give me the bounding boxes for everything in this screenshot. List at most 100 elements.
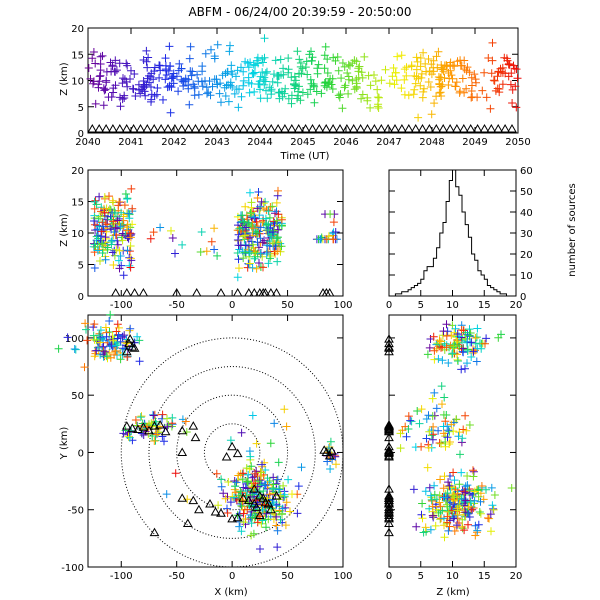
station-marker [417, 123, 428, 133]
source-point [507, 484, 516, 492]
source-point [326, 74, 335, 83]
x-tick-label: 2044 [247, 137, 272, 148]
station-marker [335, 123, 345, 133]
source-point [207, 237, 216, 246]
station-marker [210, 506, 221, 516]
source-point [273, 78, 282, 87]
station-marker [204, 123, 215, 133]
source-point [451, 82, 460, 91]
source-point [463, 347, 472, 355]
source-point [400, 65, 409, 74]
source-point [265, 490, 274, 499]
source-point [91, 196, 100, 205]
source-point [169, 79, 178, 88]
source-point [438, 65, 447, 74]
source-point [446, 438, 454, 446]
source-point [133, 332, 142, 341]
source-point [496, 67, 505, 76]
source-point [143, 74, 152, 83]
source-point [314, 60, 323, 69]
source-point [111, 67, 120, 76]
source-point [63, 333, 72, 342]
source-point [111, 223, 120, 232]
source-point [460, 56, 469, 65]
source-point [391, 68, 400, 77]
station-marker [280, 123, 290, 133]
station-marker [149, 421, 160, 430]
source-point [134, 80, 143, 89]
source-point [490, 76, 499, 85]
station-marker [271, 490, 282, 500]
source-point [421, 487, 430, 496]
source-point [472, 333, 481, 342]
source-point [487, 527, 495, 536]
source-point [221, 494, 230, 503]
source-point [149, 228, 158, 237]
source-point [115, 197, 124, 206]
source-point [123, 195, 132, 203]
source-point [476, 509, 485, 518]
station-marker [252, 123, 263, 133]
source-point [444, 69, 453, 77]
x-tick-label: 2040 [75, 137, 100, 148]
source-point [255, 476, 264, 485]
source-point [429, 422, 438, 431]
source-point [273, 475, 282, 484]
source-point [400, 90, 409, 99]
source-point [262, 509, 271, 518]
source-point [457, 326, 466, 334]
source-point [245, 88, 254, 97]
source-point [274, 186, 282, 195]
source-point [256, 202, 265, 211]
source-point [149, 410, 157, 419]
source-point [98, 249, 107, 257]
station-marker [493, 123, 504, 133]
y-tick-label: 0 [78, 292, 84, 303]
source-point [482, 334, 491, 343]
source-point [442, 343, 451, 352]
source-point [413, 407, 422, 415]
source-point [261, 214, 270, 223]
source-point [247, 462, 256, 471]
source-point [131, 92, 140, 100]
source-point [206, 91, 215, 100]
source-point [256, 85, 264, 94]
source-point [472, 357, 481, 366]
source-point [275, 72, 283, 80]
source-point [100, 208, 109, 217]
source-point [246, 208, 255, 217]
source-point [429, 67, 438, 76]
source-point [248, 411, 257, 420]
x-tick-label: 5 [418, 300, 424, 311]
source-point [71, 345, 80, 354]
source-point [233, 236, 242, 244]
source-point [396, 429, 405, 438]
source-point [481, 339, 489, 348]
source-point [464, 520, 472, 529]
station-marker [328, 123, 338, 133]
source-point [92, 346, 101, 355]
source-point [463, 337, 472, 346]
source-point [273, 233, 282, 242]
station-marker [273, 123, 283, 133]
source-point [147, 83, 155, 91]
source-point [322, 235, 331, 244]
source-point [86, 74, 95, 83]
station-marker [125, 334, 135, 343]
source-point [262, 523, 270, 532]
source-point [444, 478, 453, 487]
source-point [258, 516, 267, 525]
source-point [274, 210, 283, 219]
source-point [271, 209, 279, 218]
source-point [316, 235, 324, 244]
source-point [413, 57, 422, 66]
source-point [83, 336, 92, 345]
source-point [240, 231, 249, 240]
source-point [251, 214, 260, 223]
source-point [272, 512, 281, 521]
source-point [241, 57, 250, 66]
source-point [443, 512, 452, 521]
source-point [264, 207, 273, 216]
source-point [202, 247, 211, 256]
source-point [259, 263, 267, 272]
